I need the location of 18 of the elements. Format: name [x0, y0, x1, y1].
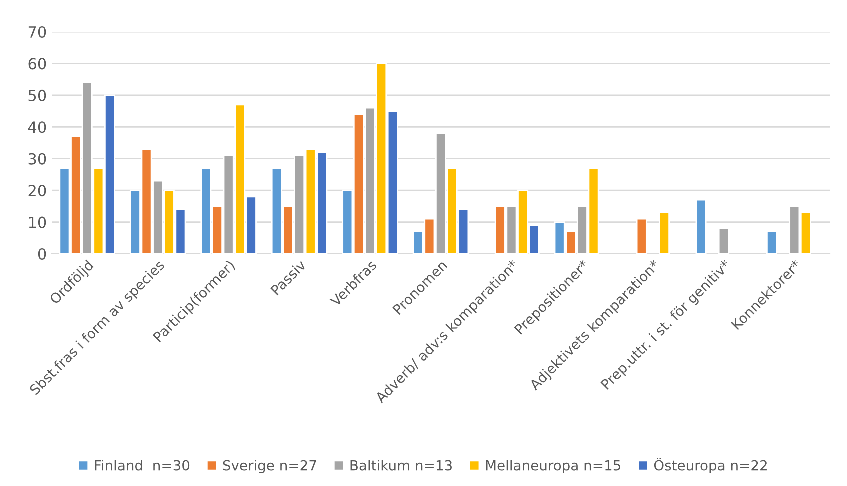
legend-label: Östeuropa n=22 [654, 458, 767, 474]
legend-label: Baltikum n=13 [350, 460, 452, 471]
y-tick-label: 70 [28, 26, 46, 38]
y-tick-label: 0 [38, 248, 46, 260]
y-tick-label: 10 [29, 216, 46, 228]
y-tick-label: 60 [28, 58, 46, 70]
y-tick-label: 40 [28, 122, 46, 134]
bar [718, 228, 730, 254]
bar [636, 218, 648, 254]
legend-label: Finland n=30 [95, 460, 190, 471]
y-tick-label: 20 [28, 185, 46, 197]
y-tick-label: 50 [28, 90, 46, 102]
bar [696, 199, 707, 254]
bar [766, 231, 778, 254]
legend-label: Mellaneuropa n=15 [486, 460, 620, 474]
bar [658, 212, 670, 254]
legend-label: Sverige n=27 [223, 460, 316, 474]
y-tick-label: 30 [28, 153, 46, 165]
